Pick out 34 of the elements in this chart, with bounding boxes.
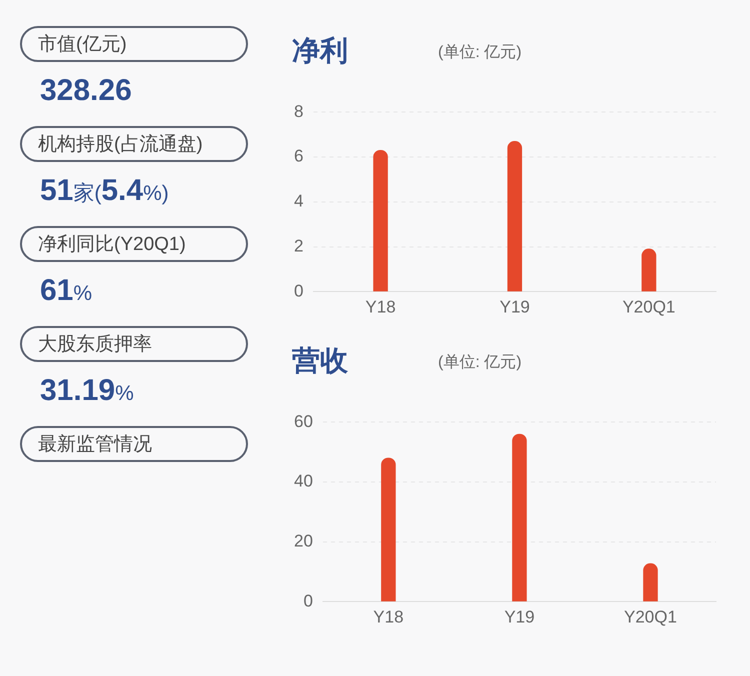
chart-subtitle: (单位: 亿元) [438,353,522,373]
x-tick-label: Y20Q1 [622,297,676,316]
y-tick-label: 4 [294,192,304,211]
y-tick-label: 0 [303,591,313,610]
y-tick-label: 60 [294,412,313,431]
text: 机构持股(占流通盘) [20,126,248,162]
bar [512,434,527,602]
y-tick-label: 8 [294,102,304,121]
x-tick-label: Y18 [365,297,396,316]
x-tick-label: Y18 [373,607,404,626]
bar [642,248,656,292]
chart-subtitle: (单位: 亿元) [438,43,522,63]
x-tick-label: Y19 [500,297,530,316]
bar [507,141,522,292]
chart-title: 净利 [292,34,348,68]
text: 51家(5.4%) [40,174,169,207]
x-tick-label: Y19 [504,607,535,626]
x-tick-label: Y20Q1 [624,607,677,626]
bar [373,150,388,292]
bar [643,563,658,602]
text: 61% [40,274,92,307]
y-tick-label: 2 [294,236,304,256]
text: 31.19% [40,374,134,407]
text: 最新监管情况 [20,426,248,462]
text: 大股东质押率 [20,326,248,362]
y-tick-label: 6 [294,146,304,166]
text: 328.26 [40,74,132,107]
y-tick-label: 0 [294,281,304,300]
y-tick-label: 20 [294,531,313,550]
chart-title: 营收 [292,344,348,378]
text: 市值(亿元) [20,26,248,62]
bar [381,458,396,602]
y-tick-label: 40 [294,472,313,491]
text: 净利同比(Y20Q1) [20,226,248,262]
